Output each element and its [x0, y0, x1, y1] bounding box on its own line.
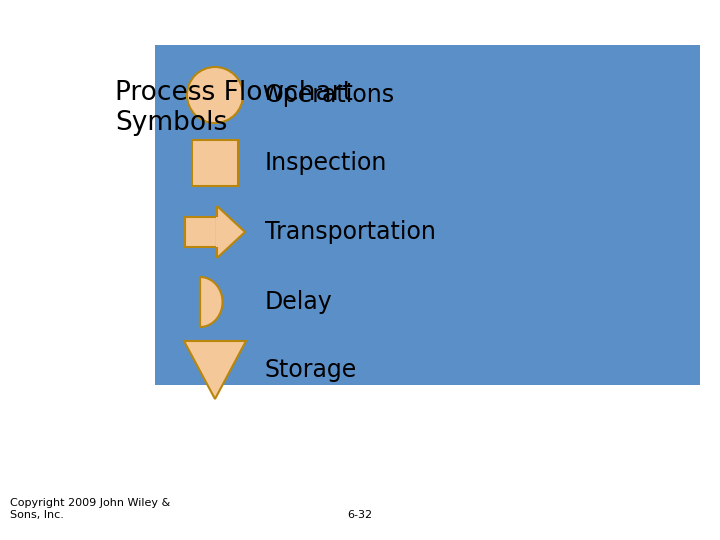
Polygon shape: [184, 341, 246, 399]
Text: Transportation: Transportation: [265, 220, 436, 244]
Bar: [155, 45, 700, 385]
Bar: [192, 140, 238, 186]
Text: Copyright 2009 John Wiley &
Sons, Inc.: Copyright 2009 John Wiley & Sons, Inc.: [10, 498, 170, 520]
Text: Delay: Delay: [265, 290, 333, 314]
Bar: [185, 217, 217, 247]
Circle shape: [187, 67, 243, 123]
Bar: [216, 217, 219, 247]
Text: Operations: Operations: [265, 83, 395, 107]
Text: Process Flowchart
Symbols: Process Flowchart Symbols: [115, 80, 353, 136]
Polygon shape: [200, 277, 222, 327]
Text: Inspection: Inspection: [265, 151, 387, 175]
Text: Storage: Storage: [265, 358, 357, 382]
Polygon shape: [217, 206, 245, 258]
Text: 6-32: 6-32: [348, 510, 372, 520]
